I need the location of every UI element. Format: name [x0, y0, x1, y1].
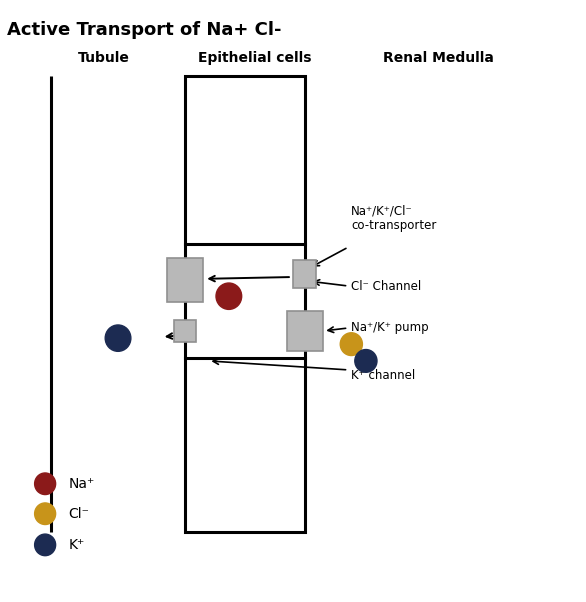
Bar — [167, 258, 203, 302]
Text: Na⁺/K⁺ pump: Na⁺/K⁺ pump — [352, 321, 429, 335]
Circle shape — [105, 325, 131, 352]
Circle shape — [35, 534, 56, 556]
Text: Cl⁻: Cl⁻ — [69, 507, 90, 521]
Text: Na⁺: Na⁺ — [69, 477, 95, 491]
Circle shape — [340, 333, 362, 356]
Circle shape — [216, 283, 241, 309]
Text: Cl⁻ Channel: Cl⁻ Channel — [352, 279, 421, 293]
Text: Active Transport of Na+ Cl-: Active Transport of Na+ Cl- — [7, 20, 282, 39]
Bar — [174, 320, 196, 342]
Bar — [293, 259, 316, 288]
Circle shape — [35, 473, 56, 495]
Circle shape — [35, 503, 56, 524]
Text: Renal Medulla: Renal Medulla — [383, 51, 494, 65]
Text: Na⁺/K⁺/Cl⁻
co-transporter: Na⁺/K⁺/Cl⁻ co-transporter — [352, 204, 437, 232]
Text: Tubule: Tubule — [77, 51, 130, 65]
Bar — [287, 311, 323, 352]
Text: K⁺ channel: K⁺ channel — [352, 370, 415, 382]
Text: K⁺: K⁺ — [69, 538, 85, 552]
Bar — [185, 76, 305, 532]
Text: Epithelial cells: Epithelial cells — [198, 51, 312, 65]
Circle shape — [355, 350, 377, 372]
